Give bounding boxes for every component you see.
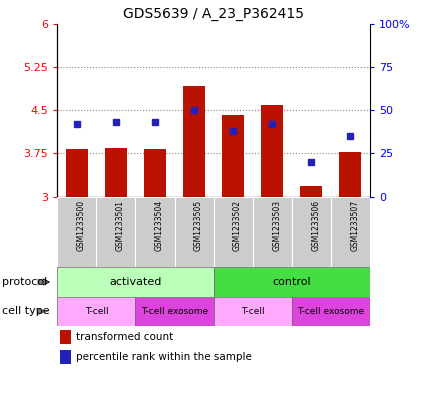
Bar [222, 115, 244, 196]
Polygon shape [37, 279, 49, 286]
Bar [96, 196, 136, 267]
Text: percentile rank within the sample: percentile rank within the sample [76, 352, 252, 362]
Bar [136, 297, 213, 326]
Text: T-cell exosome: T-cell exosome [297, 307, 364, 316]
Bar [213, 267, 370, 297]
Bar [175, 196, 213, 267]
Text: transformed count: transformed count [76, 332, 173, 342]
Bar [105, 147, 127, 196]
Title: GDS5639 / A_23_P362415: GDS5639 / A_23_P362415 [123, 7, 304, 21]
Text: GSM1233501: GSM1233501 [116, 200, 125, 251]
Text: T-cell: T-cell [241, 307, 264, 316]
Polygon shape [37, 308, 49, 315]
Bar [57, 297, 136, 326]
Bar [66, 149, 88, 196]
Bar [340, 152, 361, 196]
Text: cell type: cell type [2, 307, 50, 316]
Bar [57, 196, 96, 267]
Text: GSM1233506: GSM1233506 [311, 200, 320, 251]
Bar [292, 297, 370, 326]
Bar [60, 330, 71, 344]
Text: control: control [272, 277, 311, 287]
Text: GSM1233502: GSM1233502 [233, 200, 242, 251]
Text: GSM1233507: GSM1233507 [350, 200, 359, 251]
Text: T-cell exosome: T-cell exosome [141, 307, 208, 316]
Bar [183, 86, 205, 196]
Bar [300, 186, 322, 196]
Bar [292, 196, 331, 267]
Text: GSM1233503: GSM1233503 [272, 200, 281, 251]
Bar [60, 350, 71, 364]
Bar [136, 196, 175, 267]
Bar [144, 149, 166, 196]
Bar [57, 267, 213, 297]
Bar [252, 196, 292, 267]
Bar [213, 297, 292, 326]
Text: protocol: protocol [2, 277, 47, 287]
Text: GSM1233500: GSM1233500 [77, 200, 86, 251]
Text: GSM1233504: GSM1233504 [155, 200, 164, 251]
Text: activated: activated [109, 277, 162, 287]
Text: T-cell: T-cell [85, 307, 108, 316]
Bar [213, 196, 252, 267]
Bar [331, 196, 370, 267]
Text: GSM1233505: GSM1233505 [194, 200, 203, 251]
Bar [261, 105, 283, 196]
